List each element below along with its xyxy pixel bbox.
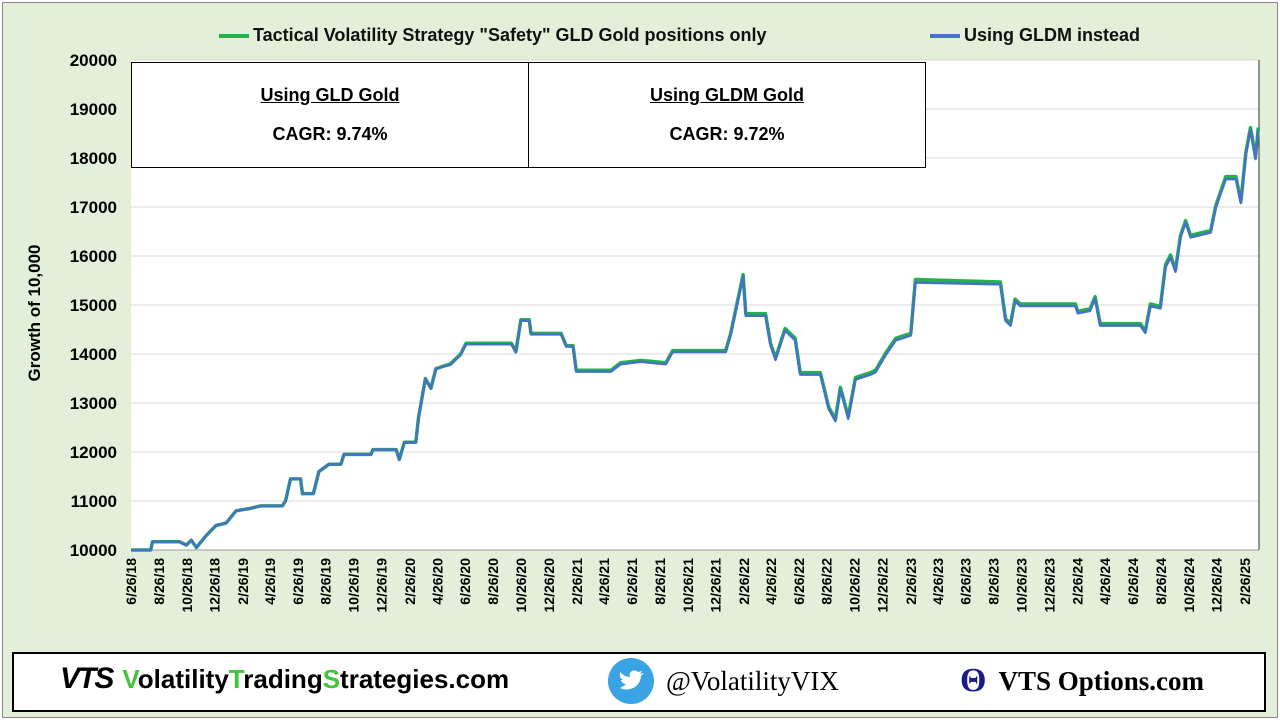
theta-icon: Θ: [960, 662, 987, 699]
x-tick-label: 6/26/18: [123, 558, 139, 605]
x-tick-label: 2/26/21: [569, 558, 585, 605]
legend-swatch-gldm: [930, 33, 960, 38]
legend-item-gld: Tactical Volatility Strategy "Safety" GL…: [219, 25, 767, 46]
x-tick-label: 8/26/22: [819, 558, 835, 605]
x-tick-label: 10/26/23: [1013, 558, 1029, 613]
twitter-bird-icon: [608, 658, 654, 704]
twitter-handle: @VolatilityVIX: [666, 665, 839, 696]
cagr-value: CAGR: 9.74%: [272, 124, 388, 144]
x-tick-label: 8/26/19: [318, 558, 334, 605]
cagr-box-gldm: Using GLDM Gold CAGR: 9.72%: [528, 62, 926, 168]
vts-options-text: VTS Options.com: [998, 665, 1204, 696]
x-tick-label: 12/26/21: [708, 558, 724, 613]
y-tick-label: 19000: [70, 100, 117, 119]
x-tick-label: 10/26/18: [179, 558, 195, 613]
x-tick-label: 4/26/19: [262, 558, 278, 605]
series-line-1: [131, 128, 1260, 552]
x-tick-label: 8/26/20: [485, 558, 501, 605]
x-tick-label: 4/26/24: [1097, 558, 1113, 605]
y-tick-label: 16000: [70, 247, 117, 266]
cagr-box-gld: Using GLD Gold CAGR: 9.74%: [131, 62, 529, 168]
x-tick-label: 4/26/22: [763, 558, 779, 605]
x-tick-label: 10/26/19: [346, 558, 362, 613]
x-tick-label: 6/26/23: [958, 558, 974, 605]
x-tick-label: 4/26/21: [596, 558, 612, 605]
x-tick-label: 10/26/22: [847, 558, 863, 613]
x-tick-label: 8/26/23: [986, 558, 1002, 605]
x-tick-label: 2/26/20: [402, 558, 418, 605]
website-text: VolatilityTradingStrategies.com: [122, 663, 510, 694]
x-tick-label: 6/26/22: [791, 558, 807, 605]
vts-options-link[interactable]: Θ VTS Options.com: [960, 662, 1204, 700]
y-tick-label: 11000: [71, 492, 117, 511]
footer-banner: VTS VolatilityTradingStrategies.com @Vol…: [12, 652, 1266, 712]
legend-swatch-gld: [219, 33, 249, 38]
y-tick-label: 14000: [70, 345, 117, 364]
x-tick-label: 12/26/24: [1209, 558, 1225, 613]
x-tick-label: 2/26/19: [235, 558, 251, 605]
cagr-box-title: Using GLD Gold: [260, 85, 400, 105]
x-tick-label: 6/26/24: [1125, 558, 1141, 605]
legend-label-gldm: Using GLDM instead: [964, 25, 1141, 45]
x-tick-label: 8/26/24: [1153, 558, 1169, 605]
twitter-link[interactable]: @VolatilityVIX: [608, 658, 839, 704]
vts-website-link[interactable]: VTS VolatilityTradingStrategies.com: [60, 662, 509, 696]
vts-logo: VTS: [60, 662, 114, 695]
x-tick-label: 2/26/22: [736, 558, 752, 605]
y-tick-label: 18000: [70, 149, 117, 168]
x-tick-label: 2/26/25: [1237, 558, 1253, 605]
x-tick-label: 2/26/24: [1070, 558, 1086, 605]
x-tick-label: 2/26/23: [903, 558, 919, 605]
x-tick-label: 6/26/19: [290, 558, 306, 605]
legend-label-gld: Tactical Volatility Strategy "Safety" GL…: [253, 25, 767, 45]
x-tick-label: 10/26/20: [513, 558, 529, 613]
y-axis-label: Growth of 10,000: [25, 244, 44, 382]
x-tick-label: 4/26/20: [429, 558, 445, 605]
x-tick-label: 4/26/23: [930, 558, 946, 605]
x-tick-label: 6/26/20: [457, 558, 473, 605]
x-tick-label: 10/26/21: [680, 558, 696, 613]
y-tick-label: 15000: [70, 296, 117, 315]
cagr-box-title: Using GLDM Gold: [650, 85, 804, 105]
x-tick-label: 12/26/22: [875, 558, 891, 613]
x-tick-label: 10/26/24: [1181, 558, 1197, 613]
x-tick-label: 6/26/21: [624, 558, 640, 605]
y-tick-label: 13000: [70, 394, 117, 413]
legend-item-gldm: Using GLDM instead: [930, 25, 1140, 46]
x-tick-label: 8/26/21: [652, 558, 668, 605]
y-tick-label: 20000: [70, 51, 117, 70]
x-tick-label: 8/26/18: [151, 558, 167, 605]
y-tick-label: 10000: [70, 541, 117, 560]
x-tick-label: 12/26/18: [207, 558, 223, 613]
cagr-value: CAGR: 9.72%: [669, 124, 785, 144]
x-tick-label: 12/26/19: [374, 558, 390, 613]
y-tick-label: 17000: [70, 198, 117, 217]
x-tick-label: 12/26/20: [541, 558, 557, 613]
x-tick-label: 12/26/23: [1041, 558, 1057, 613]
y-tick-label: 12000: [70, 443, 117, 462]
